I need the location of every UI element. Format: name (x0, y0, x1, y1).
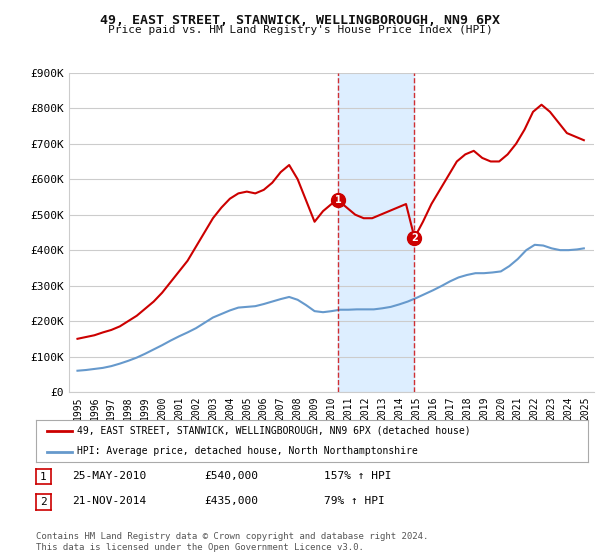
Text: 21-NOV-2014: 21-NOV-2014 (72, 496, 146, 506)
Bar (338, 73, 415, 392)
Text: Contains HM Land Registry data © Crown copyright and database right 2024.
This d: Contains HM Land Registry data © Crown c… (36, 532, 428, 552)
Text: £540,000: £540,000 (204, 471, 258, 481)
Text: Price paid vs. HM Land Registry's House Price Index (HPI): Price paid vs. HM Land Registry's House … (107, 25, 493, 35)
Text: 2: 2 (40, 497, 47, 507)
Text: 2: 2 (411, 233, 418, 242)
Text: 1: 1 (40, 472, 47, 482)
Text: 79% ↑ HPI: 79% ↑ HPI (324, 496, 385, 506)
Text: £435,000: £435,000 (204, 496, 258, 506)
Text: 25-MAY-2010: 25-MAY-2010 (72, 471, 146, 481)
Text: 157% ↑ HPI: 157% ↑ HPI (324, 471, 392, 481)
Text: 49, EAST STREET, STANWICK, WELLINGBOROUGH, NN9 6PX: 49, EAST STREET, STANWICK, WELLINGBOROUG… (100, 14, 500, 27)
Text: 49, EAST STREET, STANWICK, WELLINGBOROUGH, NN9 6PX (detached house): 49, EAST STREET, STANWICK, WELLINGBOROUG… (77, 426, 471, 436)
Text: 1: 1 (335, 195, 341, 206)
Text: HPI: Average price, detached house, North Northamptonshire: HPI: Average price, detached house, Nort… (77, 446, 418, 456)
